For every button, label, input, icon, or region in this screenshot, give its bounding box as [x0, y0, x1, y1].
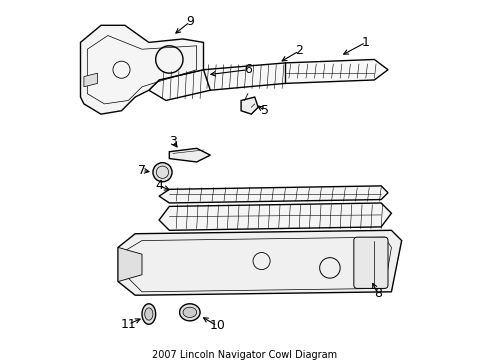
Text: 11: 11: [120, 318, 136, 331]
Polygon shape: [241, 97, 258, 114]
Polygon shape: [144, 308, 153, 320]
Polygon shape: [169, 148, 210, 162]
Text: 2007 Lincoln Navigator Cowl Diagram: 2007 Lincoln Navigator Cowl Diagram: [152, 350, 336, 360]
Text: 10: 10: [209, 319, 224, 333]
Polygon shape: [159, 203, 390, 230]
Polygon shape: [159, 186, 387, 203]
Circle shape: [153, 163, 172, 182]
Text: 4: 4: [155, 179, 163, 192]
Polygon shape: [118, 230, 401, 295]
Text: 3: 3: [168, 135, 176, 148]
FancyBboxPatch shape: [353, 237, 387, 288]
Text: 5: 5: [261, 104, 268, 117]
Polygon shape: [275, 59, 387, 84]
Polygon shape: [81, 25, 203, 114]
Text: 1: 1: [361, 36, 369, 49]
Polygon shape: [148, 70, 210, 100]
Polygon shape: [193, 63, 285, 90]
Polygon shape: [84, 73, 98, 87]
Text: 2: 2: [295, 44, 303, 58]
Polygon shape: [142, 304, 155, 324]
Text: 7: 7: [138, 164, 146, 177]
Polygon shape: [179, 304, 200, 321]
Polygon shape: [183, 307, 196, 318]
Polygon shape: [118, 247, 142, 282]
Text: 9: 9: [185, 15, 193, 28]
Text: 8: 8: [373, 287, 381, 300]
Text: 6: 6: [244, 63, 251, 76]
